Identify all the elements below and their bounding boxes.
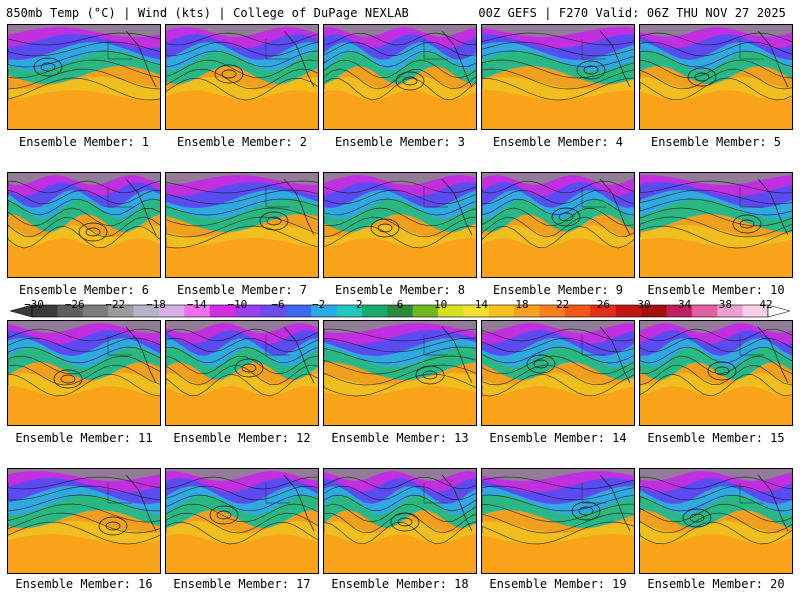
colorbar-cell bbox=[311, 305, 337, 317]
colorbar-tick-label: −10 bbox=[227, 298, 248, 311]
header-run-info: 00Z GEFS | F270 Valid: 06Z THU NOV 27 20… bbox=[478, 6, 786, 20]
colorbar-cell bbox=[641, 305, 667, 317]
colorbar-cell bbox=[412, 305, 439, 317]
member-label-12: Ensemble Member: 12 bbox=[173, 431, 311, 445]
colorbar-cell bbox=[691, 305, 718, 317]
member-map-7 bbox=[165, 172, 319, 278]
member-map-8 bbox=[323, 172, 477, 278]
colorbar-cell bbox=[82, 305, 109, 317]
member-label-1: Ensemble Member: 1 bbox=[18, 135, 150, 149]
colorbar-tick-label: 14 bbox=[474, 298, 488, 311]
colorbar-cell bbox=[590, 305, 617, 317]
colorbar-cell bbox=[361, 305, 388, 317]
colorbar-cell bbox=[32, 305, 58, 317]
colorbar-tick-label: 30 bbox=[637, 298, 651, 311]
member-label-3: Ensemble Member: 3 bbox=[334, 135, 466, 149]
colorbar-cell bbox=[514, 305, 540, 317]
header-title: 850mb Temp (°C) | Wind (kts) | College o… bbox=[6, 6, 409, 20]
member-label-19: Ensemble Member: 19 bbox=[489, 577, 627, 591]
member-label-13: Ensemble Member: 13 bbox=[331, 431, 469, 445]
colorbar-cell bbox=[235, 305, 261, 317]
colorbar-cell bbox=[564, 305, 591, 317]
member-label-4: Ensemble Member: 4 bbox=[492, 135, 624, 149]
member-label-17: Ensemble Member: 17 bbox=[173, 577, 311, 591]
colorbar-tick-label: 26 bbox=[596, 298, 610, 311]
member-map-11 bbox=[7, 320, 161, 426]
colorbar-cell bbox=[488, 305, 515, 317]
colorbar-cell bbox=[285, 305, 312, 317]
colorbar-cell bbox=[209, 305, 236, 317]
colorbar-cell bbox=[742, 305, 769, 317]
colorbar-tick-label: −14 bbox=[186, 298, 207, 311]
colorbar-tick-label: 38 bbox=[718, 298, 732, 311]
colorbar-cell bbox=[387, 305, 413, 317]
member-label-2: Ensemble Member: 2 bbox=[176, 135, 308, 149]
member-label-10: Ensemble Member: 10 bbox=[647, 283, 785, 297]
colorbar-cell bbox=[717, 305, 743, 317]
temperature-colorbar bbox=[10, 304, 790, 318]
member-label-7: Ensemble Member: 7 bbox=[176, 283, 308, 297]
member-map-14 bbox=[481, 320, 635, 426]
member-label-6: Ensemble Member: 6 bbox=[18, 283, 150, 297]
member-map-12 bbox=[165, 320, 319, 426]
colorbar-cell bbox=[539, 305, 566, 317]
colorbar-tick-label: 34 bbox=[678, 298, 692, 311]
colorbar-cell bbox=[57, 305, 84, 317]
member-map-1 bbox=[7, 24, 161, 130]
member-map-20 bbox=[639, 468, 793, 574]
member-label-8: Ensemble Member: 8 bbox=[334, 283, 466, 297]
member-map-15 bbox=[639, 320, 793, 426]
member-label-11: Ensemble Member: 11 bbox=[15, 431, 153, 445]
member-label-9: Ensemble Member: 9 bbox=[492, 283, 624, 297]
colorbar-cell bbox=[108, 305, 134, 317]
colorbar-cell bbox=[133, 305, 160, 317]
colorbar-max-arrow bbox=[767, 304, 790, 318]
colorbar-cell bbox=[184, 305, 210, 317]
colorbar-tick-label: 6 bbox=[396, 298, 404, 311]
colorbar-cell bbox=[666, 305, 693, 317]
member-map-2 bbox=[165, 24, 319, 130]
colorbar-cell bbox=[463, 305, 490, 317]
colorbar-tick-label: −26 bbox=[64, 298, 85, 311]
colorbar-tick-label: −18 bbox=[146, 298, 166, 311]
member-map-13 bbox=[323, 320, 477, 426]
member-map-18 bbox=[323, 468, 477, 574]
colorbar-cell bbox=[158, 305, 185, 317]
colorbar-cell bbox=[260, 305, 287, 317]
member-label-15: Ensemble Member: 15 bbox=[647, 431, 785, 445]
member-label-5: Ensemble Member: 5 bbox=[650, 135, 782, 149]
member-label-20: Ensemble Member: 20 bbox=[647, 577, 785, 591]
colorbar-cell bbox=[615, 305, 642, 317]
colorbar-tick-label: 22 bbox=[556, 298, 570, 311]
member-map-5 bbox=[639, 24, 793, 130]
member-map-3 bbox=[323, 24, 477, 130]
colorbar-tick-label: −2 bbox=[312, 298, 326, 311]
colorbar-cell bbox=[438, 305, 464, 317]
colorbar-tick-label: 42 bbox=[759, 298, 773, 311]
colorbar-tick-label: −6 bbox=[271, 298, 285, 311]
member-map-4 bbox=[481, 24, 635, 130]
colorbar-cell bbox=[336, 305, 363, 317]
member-label-14: Ensemble Member: 14 bbox=[489, 431, 627, 445]
member-label-16: Ensemble Member: 16 bbox=[15, 577, 153, 591]
colorbar-tick-label: −30 bbox=[24, 298, 44, 311]
member-map-19 bbox=[481, 468, 635, 574]
member-map-6 bbox=[7, 172, 161, 278]
colorbar-tick-label: −22 bbox=[105, 298, 126, 311]
member-map-16 bbox=[7, 468, 161, 574]
member-map-10 bbox=[639, 172, 793, 278]
colorbar-tick-label: 18 bbox=[515, 298, 529, 311]
member-map-9 bbox=[481, 172, 635, 278]
colorbar-tick-label: 2 bbox=[356, 298, 363, 311]
member-map-17 bbox=[165, 468, 319, 574]
colorbar-tick-label: 10 bbox=[434, 298, 448, 311]
member-label-18: Ensemble Member: 18 bbox=[331, 577, 469, 591]
